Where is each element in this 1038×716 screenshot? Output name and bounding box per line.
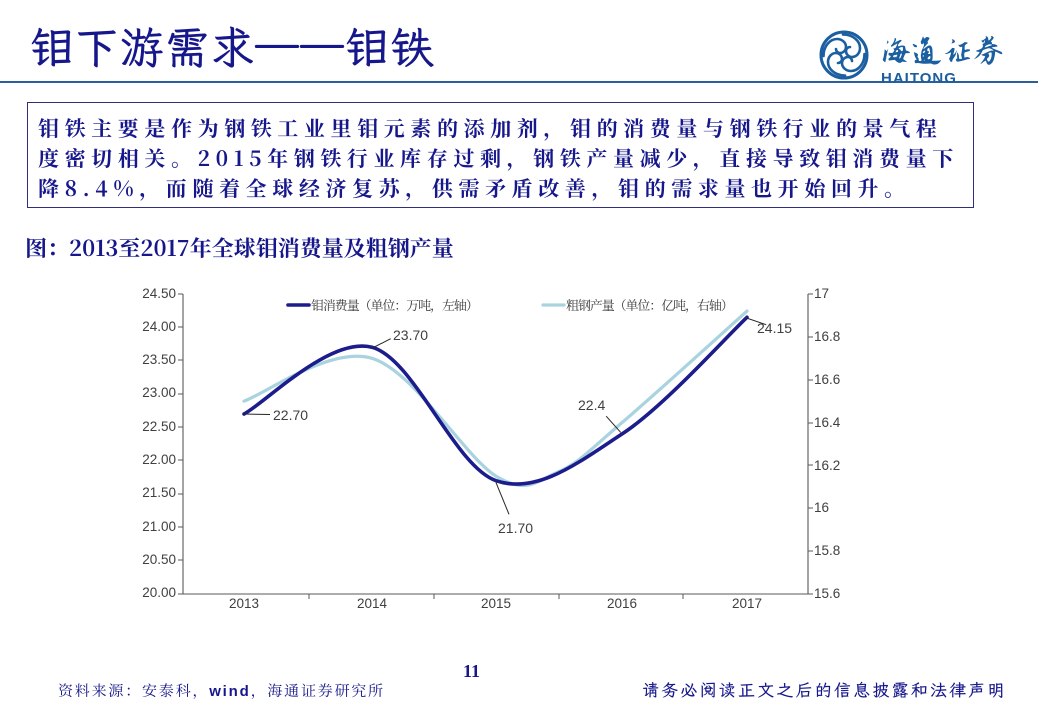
- svg-text:2016: 2016: [607, 596, 637, 611]
- svg-text:16.8: 16.8: [814, 329, 840, 344]
- svg-text:20.00: 20.00: [142, 585, 176, 600]
- svg-text:2014: 2014: [357, 596, 388, 611]
- svg-text:23.50: 23.50: [142, 352, 176, 367]
- svg-text:21.70: 21.70: [498, 520, 533, 536]
- svg-text:16.2: 16.2: [814, 458, 840, 473]
- svg-text:16: 16: [814, 500, 829, 515]
- svg-text:16.4: 16.4: [814, 415, 841, 430]
- svg-text:钼消费量（单位：万吨，左轴）: 钼消费量（单位：万吨，左轴）: [311, 295, 478, 314]
- svg-text:24.50: 24.50: [142, 286, 176, 301]
- svg-text:2013: 2013: [229, 596, 259, 611]
- svg-text:22.70: 22.70: [273, 407, 308, 423]
- svg-text:23.70: 23.70: [393, 327, 428, 343]
- svg-text:17: 17: [814, 286, 829, 301]
- svg-text:20.50: 20.50: [142, 552, 176, 567]
- svg-text:22.50: 22.50: [142, 419, 176, 434]
- svg-text:21.00: 21.00: [142, 519, 176, 534]
- svg-text:24.15: 24.15: [757, 320, 792, 336]
- svg-text:24.00: 24.00: [142, 319, 176, 334]
- svg-text:15.6: 15.6: [814, 586, 840, 601]
- svg-text:15.8: 15.8: [814, 543, 840, 558]
- svg-text:23.00: 23.00: [142, 385, 176, 400]
- svg-text:16.6: 16.6: [814, 372, 840, 387]
- svg-text:21.50: 21.50: [142, 485, 176, 500]
- svg-text:22.00: 22.00: [142, 452, 176, 467]
- svg-text:2017: 2017: [732, 596, 762, 611]
- svg-text:2015: 2015: [481, 596, 511, 611]
- svg-text:粗钢产量（单位：亿吨，右轴）: 粗钢产量（单位：亿吨，右轴）: [566, 295, 733, 314]
- svg-text:22.4: 22.4: [578, 397, 605, 413]
